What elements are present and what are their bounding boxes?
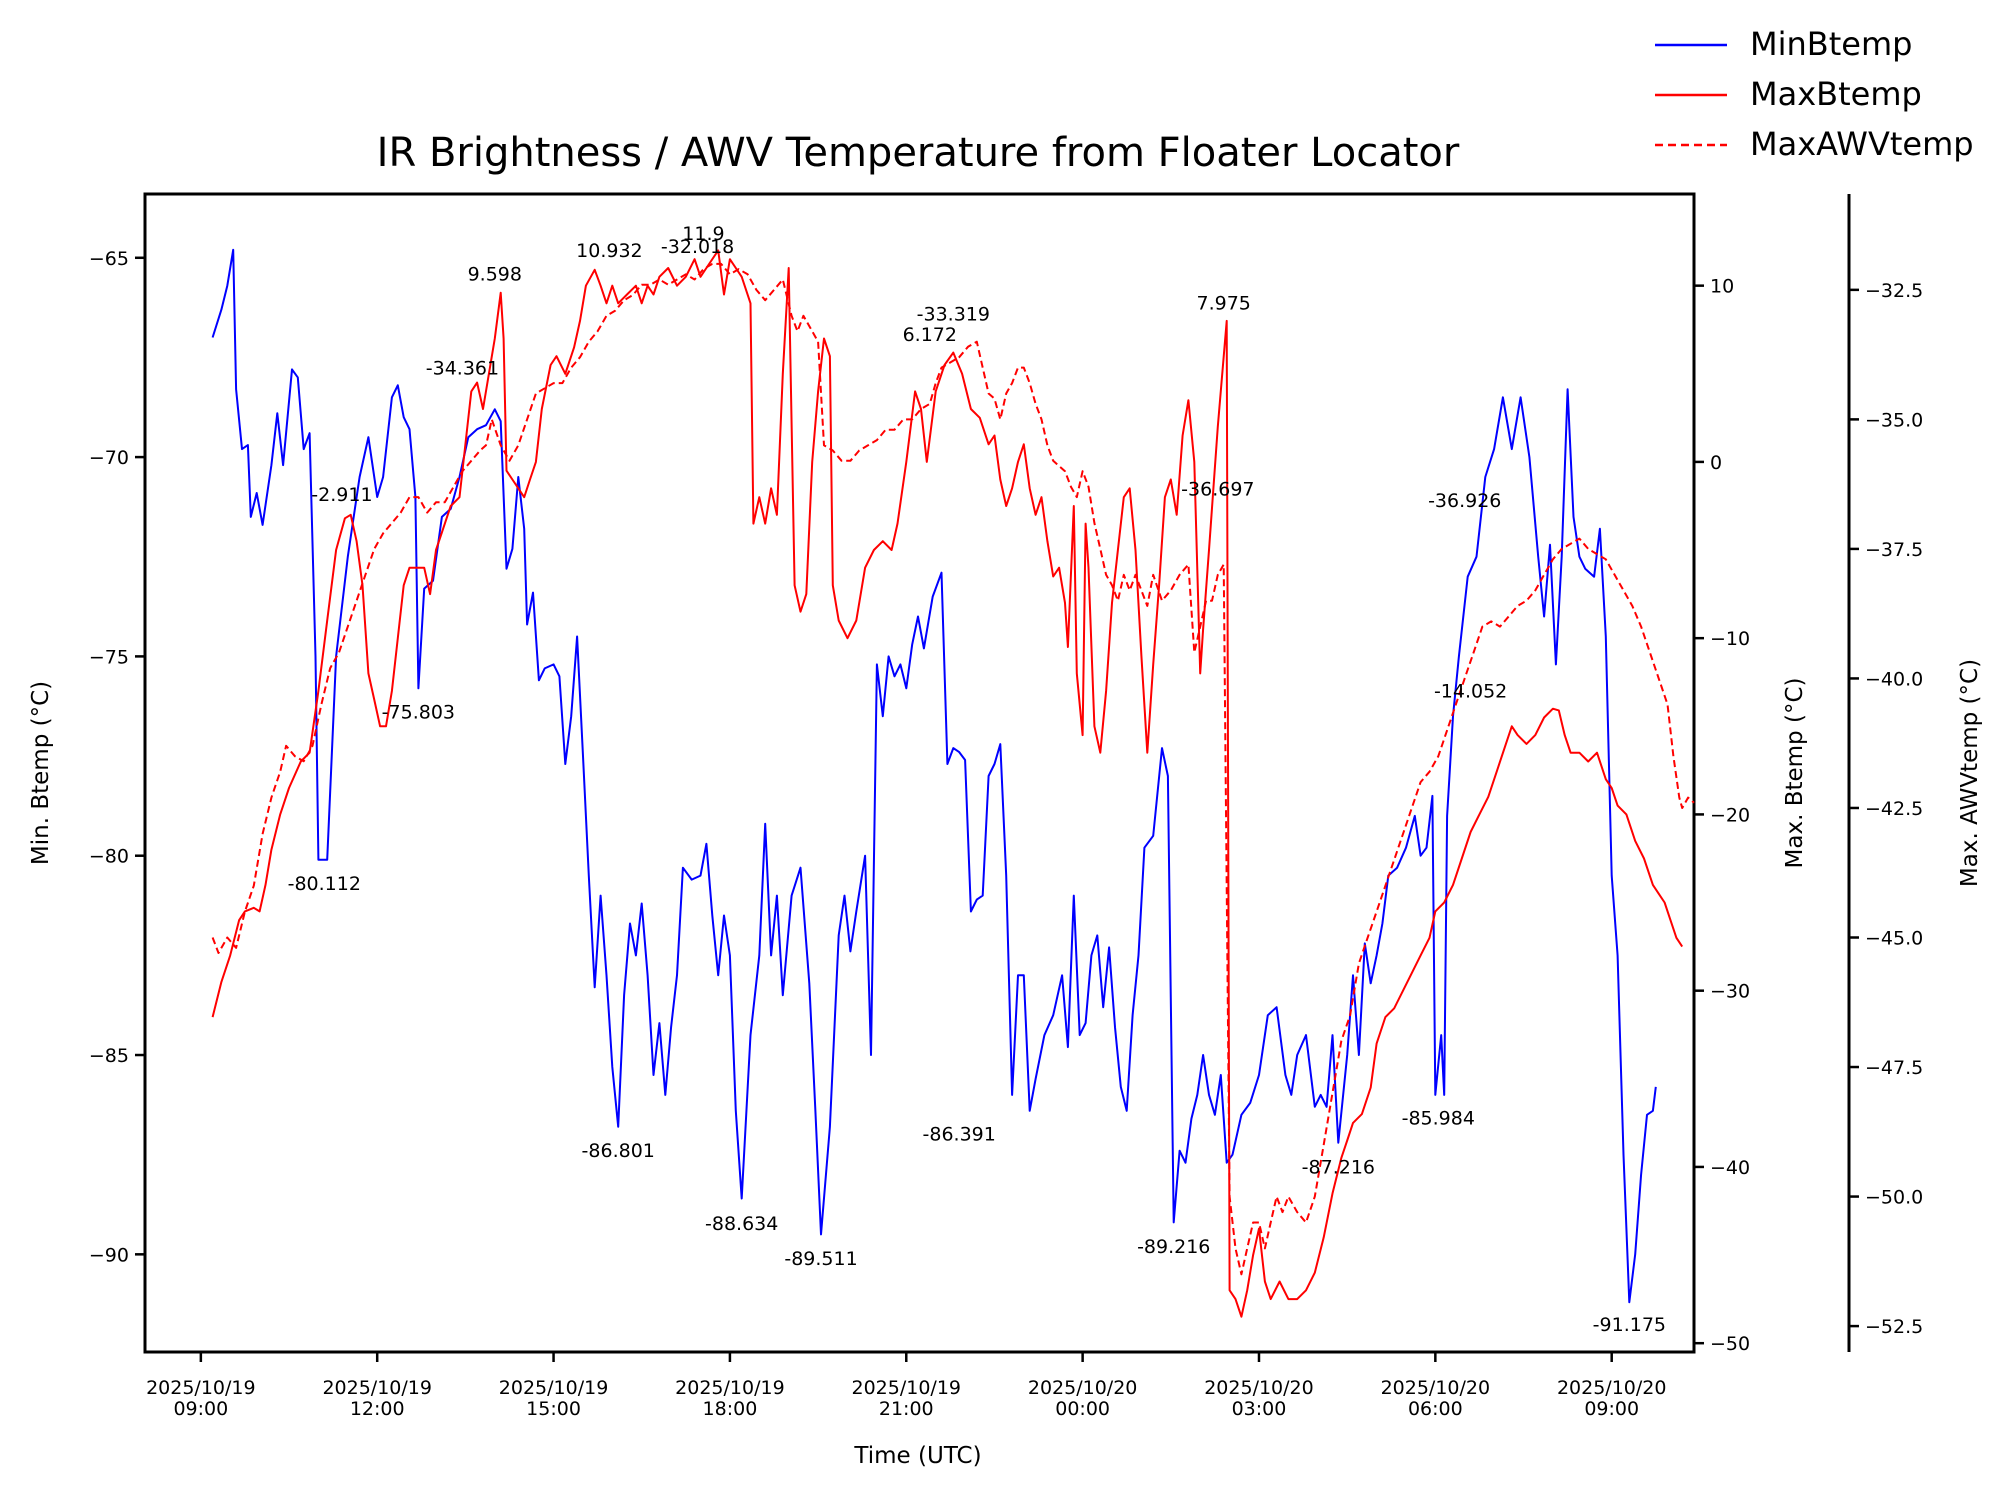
data-label: -86.391 xyxy=(923,1123,996,1145)
data-label: -89.511 xyxy=(784,1248,857,1270)
series-line-maxawvtemp xyxy=(211,262,1695,1276)
left-tick-label: −65 xyxy=(89,248,129,270)
data-label: -91.175 xyxy=(1593,1314,1666,1336)
data-label: -80.112 xyxy=(288,873,361,895)
data-label: -2.911 xyxy=(311,484,372,506)
left-axis-label: Min. Btemp (°C) xyxy=(28,681,54,865)
data-label: 11.9 xyxy=(682,223,724,245)
legend-label-maxbtemp: MaxBtemp xyxy=(1750,75,1922,113)
left-tick-label: −70 xyxy=(89,447,129,469)
x-tick-label-time: 09:00 xyxy=(1584,1398,1639,1420)
data-label: -36.926 xyxy=(1428,490,1501,512)
data-label: -86.801 xyxy=(582,1140,655,1162)
x-tick-label-date: 2025/10/19 xyxy=(675,1377,785,1399)
far-right-tick-label: −50.0 xyxy=(1865,1187,1923,1209)
data-label: -88.634 xyxy=(705,1213,778,1235)
data-label: -36.697 xyxy=(1181,478,1254,500)
left-tick-label: −90 xyxy=(89,1244,129,1266)
right-tick-label: −30 xyxy=(1710,981,1750,1003)
data-label: -87.216 xyxy=(1302,1156,1375,1178)
legend-label-maxawvtemp: MaxAWVtemp xyxy=(1750,125,1974,163)
x-tick-label-time: 15:00 xyxy=(526,1398,581,1420)
data-label: 7.975 xyxy=(1197,292,1251,314)
right-tick-label: −10 xyxy=(1710,628,1750,650)
right-tick-label: 0 xyxy=(1710,452,1722,474)
x-tick-label-date: 2025/10/20 xyxy=(1381,1377,1491,1399)
x-tick-label-date: 2025/10/19 xyxy=(852,1377,962,1399)
x-tick-label-date: 2025/10/19 xyxy=(146,1377,256,1399)
legend-label-minbtemp: MinBtemp xyxy=(1750,25,1912,63)
data-label: -33.319 xyxy=(917,303,990,325)
data-label: -34.361 xyxy=(426,357,499,379)
x-tick-label-time: 12:00 xyxy=(350,1398,405,1420)
data-label: 10.932 xyxy=(576,240,642,262)
data-label: -32.018 xyxy=(661,236,734,258)
x-tick-label-date: 2025/10/19 xyxy=(499,1377,609,1399)
plot-frame xyxy=(143,192,1696,1354)
far-right-tick-label: −35.0 xyxy=(1865,409,1923,431)
data-label: -89.216 xyxy=(1137,1236,1210,1258)
x-tick-label-date: 2025/10/20 xyxy=(1028,1377,1138,1399)
data-label: -85.984 xyxy=(1402,1107,1475,1129)
chart-title: IR Brightness / AWV Temperature from Flo… xyxy=(377,130,1460,176)
left-tick-label: −85 xyxy=(89,1045,129,1067)
data-label: 9.598 xyxy=(468,264,522,286)
legend: MinBtemp MaxBtemp MaxAWVtemp xyxy=(1655,25,1974,163)
right-tick-label: 10 xyxy=(1710,276,1734,298)
x-tick-label-time: 09:00 xyxy=(173,1398,228,1420)
right-tick-label: −20 xyxy=(1710,804,1750,826)
right-tick-label: −40 xyxy=(1710,1157,1750,1179)
far-right-tick-label: −40.0 xyxy=(1865,668,1923,690)
far-right-tick-label: −45.0 xyxy=(1865,928,1923,950)
left-tick-label: −75 xyxy=(89,646,129,668)
data-label: 6.172 xyxy=(903,324,957,346)
x-axis-label: Time (UTC) xyxy=(853,1443,981,1469)
x-tick-label-date: 2025/10/19 xyxy=(322,1377,432,1399)
far-right-tick-label: −47.5 xyxy=(1865,1057,1923,1079)
x-tick-label-time: 06:00 xyxy=(1408,1398,1463,1420)
data-label: -75.803 xyxy=(382,701,455,723)
right-axis-label: Max. Btemp (°C) xyxy=(1782,678,1808,869)
x-tick-label-time: 18:00 xyxy=(703,1398,758,1420)
x-tick-label-time: 21:00 xyxy=(879,1398,934,1420)
right-tick-label: −50 xyxy=(1710,1333,1750,1355)
data-label: -14.052 xyxy=(1434,681,1507,703)
x-tick-label-date: 2025/10/20 xyxy=(1557,1377,1667,1399)
far-right-tick-label: −42.5 xyxy=(1865,798,1923,820)
x-tick-label-time: 03:00 xyxy=(1232,1398,1287,1420)
far-right-tick-label: −32.5 xyxy=(1865,280,1923,302)
x-tick-label-date: 2025/10/20 xyxy=(1204,1377,1314,1399)
x-tick-label-time: 00:00 xyxy=(1055,1398,1110,1420)
left-tick-label: −80 xyxy=(89,846,129,868)
far-right-tick-label: −37.5 xyxy=(1865,539,1923,561)
far-right-axis-label: Max. AWVtemp (°C) xyxy=(1957,659,1983,887)
far-right-tick-label: −52.5 xyxy=(1865,1316,1923,1338)
